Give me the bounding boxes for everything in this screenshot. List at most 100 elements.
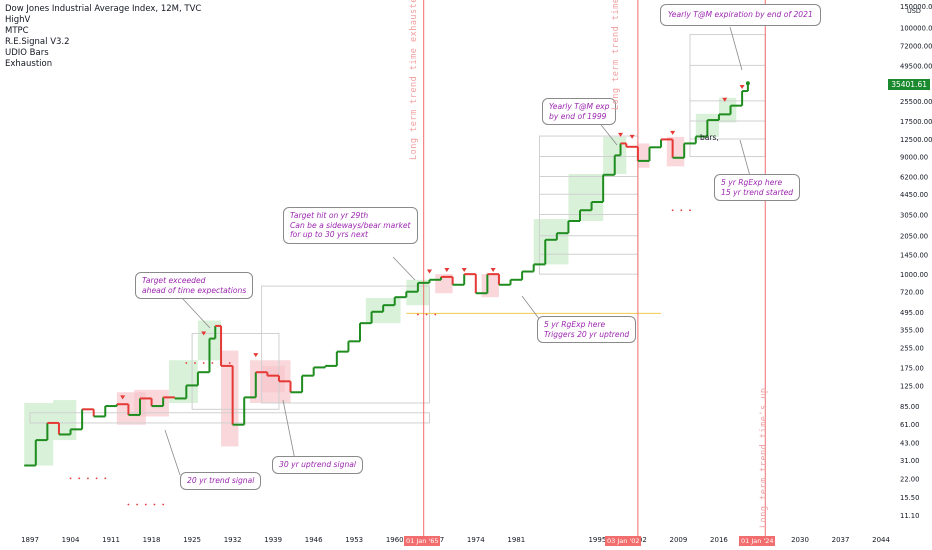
y-tick-label: 9000.00 [900,154,928,162]
indicator-resignal[interactable]: R.E.Signal V3.2 [5,37,70,47]
series-last-point [745,81,750,86]
y-tick-label: 125.00 [900,382,924,390]
indicator-mtpc[interactable]: MTPC [5,26,29,36]
y-tick-label: 15.50 [900,494,919,502]
vertical-label-up-1: Long term trend time's up [611,0,621,110]
signal-triangle [629,134,635,139]
signal-dot [69,477,72,480]
callout-leader [597,120,618,146]
x-tick-label: 1918 [143,536,161,544]
signal-dot [211,362,214,364]
signal-dot [416,313,419,316]
shaded-zone [666,136,685,167]
signal-dot [95,477,98,480]
callout-leader [392,256,416,281]
x-tick-label: 1925 [183,536,201,544]
signal-triangle [670,130,676,135]
y-tick-label: 3050.00 [900,211,928,219]
callout-20yr-trend-signal: 20 yr trend signal [180,472,262,490]
y-tick-label: 22.00 [900,475,919,483]
y-tick-label: 12500.00 [900,136,932,144]
vertical-label-exhausted: Long term trend time exhausted [409,0,419,160]
x-tick-label: 1981 [507,536,525,544]
date-tag-2024: 01 Jan '24 [739,536,776,546]
callout-leader [729,26,743,71]
x-tick-label: 1911 [102,536,120,544]
indicator-exhaustion[interactable]: Exhaustion [5,59,53,69]
bars-label: bars, [700,133,719,142]
y-tick-label: 11.10 [900,512,919,520]
y-tick-label: 85.00 [900,403,919,411]
y-tick-label: 25500.00 [900,98,932,106]
series-layer [24,81,750,467]
signal-triangle [444,268,450,273]
signal-dot [86,477,89,480]
callout-rgexp-1982: 5 yr RgExp here Triggers 20 yr uptrend [537,316,637,343]
y-tick-label: 61.00 [900,421,919,429]
signal-triangle [490,268,496,273]
signal-triangle [618,132,624,137]
last-price-tag: 35401.61 [888,79,930,90]
shaded-zone [261,365,285,393]
y-axis-unit: USD [907,7,921,15]
vertical-lines-layer [423,0,766,536]
y-tick-label: 355.00 [900,327,924,335]
x-tick-label: 1960 [386,536,404,544]
chart-legend: Dow Jones Industrial Average Index, 12M,… [5,4,201,70]
signal-triangle [461,268,467,273]
date-tag-1965: 01 Jan '65 [404,536,441,546]
target-box [191,332,280,410]
date-tag-2002: 03 Jan '02 [605,536,642,546]
y-tick-label: 1450.00 [900,251,928,259]
y-tick-label: 720.00 [900,289,924,297]
signal-dot [185,362,188,364]
shaded-zone [718,97,737,123]
y-tick-label: 150000.00 [900,3,932,11]
x-tick-label: 1974 [467,536,485,544]
zones-layer [24,97,737,466]
x-tick-label: 1953 [345,536,363,544]
callout-leader [282,399,296,461]
signal-dot [104,477,107,480]
x-tick-label: 2030 [791,536,809,544]
indicator-udio-bars[interactable]: UDIO Bars [5,48,49,58]
callout-rgexp-2009: 5 yr RgExp here 15 yr trend started [714,174,801,201]
y-tick-label: 495.00 [900,309,924,317]
markers-layer [69,85,745,506]
signal-dot [689,209,691,212]
y-tick-label: 17500.00 [900,118,932,126]
signal-dot [202,362,205,364]
signal-triangle [253,353,259,358]
y-tick-label: 31.00 [900,457,919,465]
y-tick-label: 175.00 [900,364,924,372]
callout-target-exceeded: Target exceeded ahead of time expectatio… [135,272,254,299]
callout-leaders-layer [164,26,751,476]
shaded-zone [221,350,239,447]
y-tick-label: 49500.00 [900,62,932,70]
signal-dot [136,503,139,506]
callout-leader [739,139,751,177]
x-tick-label: 2044 [872,536,890,544]
signal-dot [220,362,222,364]
signal-dot [153,503,156,506]
chart-title: Dow Jones Industrial Average Index, 12M,… [5,4,202,14]
callout-tm-exp-2021: Yearly T@M expiration by end of 2021 [660,4,821,26]
signal-triangle [722,97,728,102]
x-tick-label: 1995 [588,536,606,544]
signal-dot [162,503,165,506]
signal-dot [127,503,130,506]
y-axis: 150000.00 100000.00 72000.00 49500.00 25500.… [900,3,932,520]
callout-tm-exp-1999: Yearly T@M exp by end of 1999 [542,98,617,125]
shaded-zone [568,173,604,221]
x-tick-label: 1939 [264,536,282,544]
signal-dot [671,209,674,212]
indicator-highv[interactable]: HighV [5,15,31,25]
signal-dot [144,503,147,506]
callout-leader [164,429,181,476]
signal-dot [228,362,231,364]
y-tick-label: 43.00 [900,440,919,448]
x-tick-label: 1946 [305,536,323,544]
signal-dot [425,313,428,316]
